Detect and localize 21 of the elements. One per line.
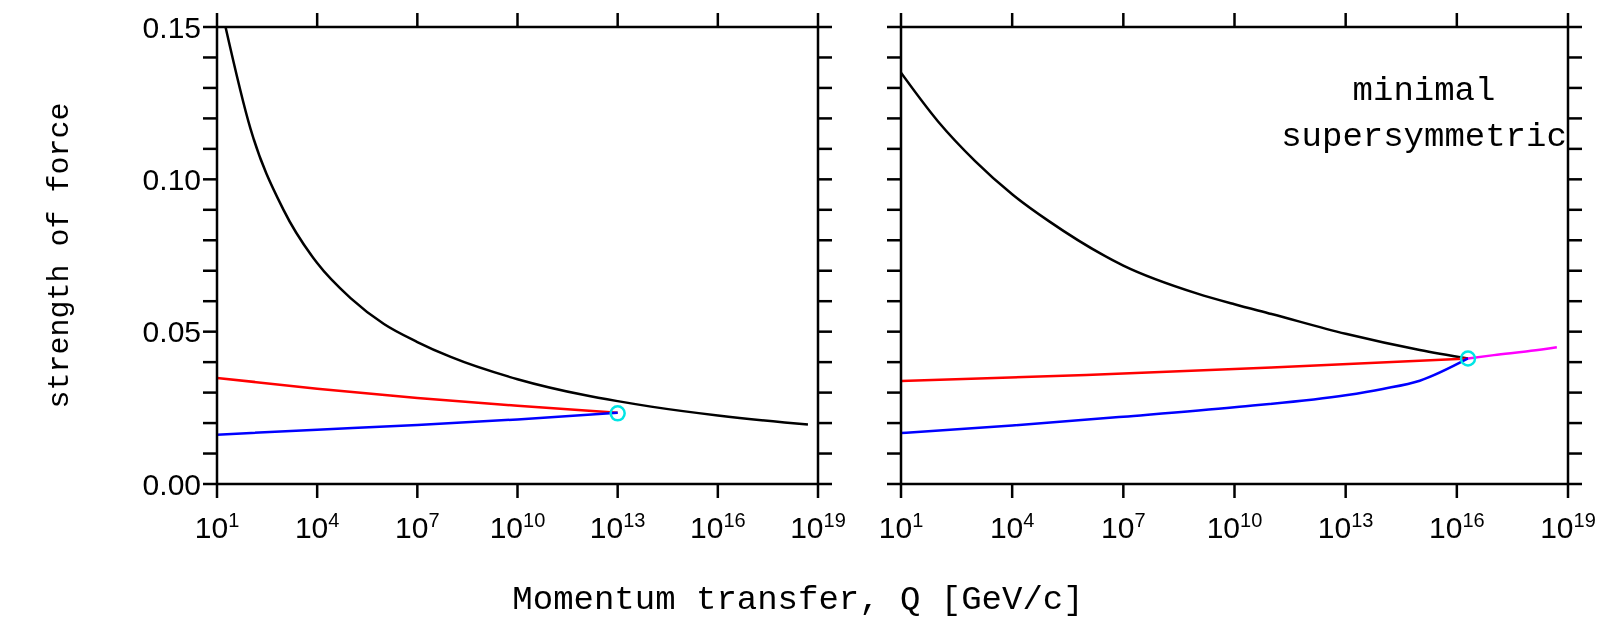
x-tick-label: 10$^{13}$ [1317, 509, 1374, 544]
x-tick-label: 10$^{19}$ [790, 509, 846, 544]
x-tick-label: 10$^{10}$ [1206, 509, 1263, 544]
x-tick-label: 10$^{10}$ [489, 509, 546, 544]
annotation: minimal supersymmetric [1280, 71, 1568, 158]
x-tick-label: 10$^{1}$ [194, 509, 240, 544]
x-tick-label: 10$^{16}$ [1429, 509, 1485, 544]
x-tick-label: 10$^{1}$ [878, 509, 924, 544]
x-tick-label: 10$^{4}$ [989, 509, 1035, 544]
y-tick-label: 0.10 [142, 162, 201, 196]
y-tick-label: 0.05 [142, 315, 201, 349]
x-tick-label: 10$^{7}$ [395, 509, 440, 544]
y-tick-label: 0.00 [142, 467, 201, 501]
y-tick-label: 0.15 [142, 10, 201, 44]
y-axis-title: strength of force [42, 102, 77, 409]
x-axis-title: Momentum transfer, Q [GeV/c] [511, 581, 1085, 619]
x-tick-label: 10$^{16}$ [690, 509, 746, 544]
x-tick-label: 10$^{7}$ [1101, 509, 1146, 544]
x-tick-label: 10$^{19}$ [1540, 509, 1596, 544]
x-tick-label: 10$^{13}$ [589, 509, 646, 544]
x-tick-label: 10$^{4}$ [294, 509, 340, 544]
